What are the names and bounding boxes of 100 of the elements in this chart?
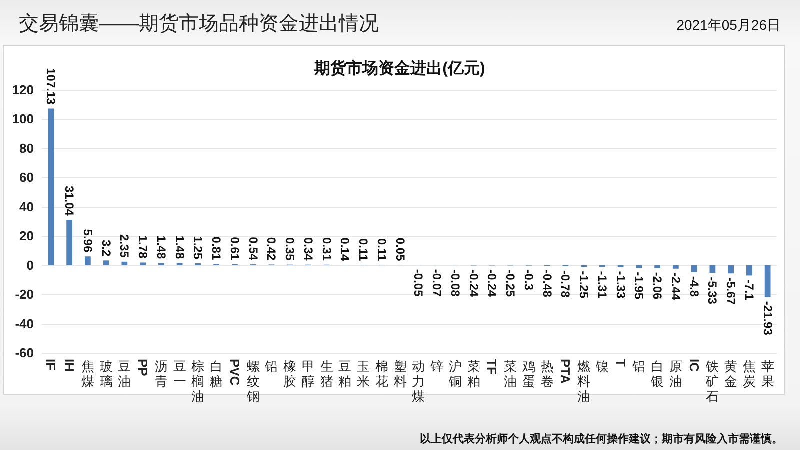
x-tick-label: 锌	[430, 359, 444, 374]
x-tick-label: 玻璃	[100, 359, 113, 389]
x-tick-label: 动力煤	[412, 359, 426, 404]
x-tick-label: T	[613, 359, 628, 367]
bar	[691, 265, 698, 272]
y-tick-label: 60	[20, 170, 34, 186]
y-tick-label: 120	[12, 82, 34, 98]
bar	[103, 260, 110, 266]
y-tick-label: 40	[20, 199, 34, 214]
bar	[710, 265, 716, 274]
data-label: -0.24	[466, 270, 481, 298]
x-tick-label: 镍	[594, 359, 609, 374]
data-label: -1.25	[577, 271, 592, 299]
x-tick-label: 白糖	[210, 359, 224, 389]
x-tick-label: 铝	[632, 359, 646, 374]
bar	[66, 220, 73, 266]
x-tick-label: 豆油	[118, 359, 132, 389]
y-tick-label: -40	[15, 316, 34, 332]
bar	[746, 265, 752, 276]
bar	[85, 256, 91, 266]
x-tick-label: 沪铜	[448, 359, 462, 389]
bar	[764, 265, 771, 298]
bar	[140, 262, 146, 266]
y-tick-label: 0	[26, 258, 34, 273]
x-tick-label: 焦煤	[81, 359, 94, 389]
data-label: 0.05	[393, 238, 408, 262]
data-label: -4.8	[687, 276, 702, 298]
x-tick-label: IF	[44, 359, 59, 371]
chart-title: 交易锦囊——期货市场品种资金进出情况	[19, 13, 379, 35]
data-label: -1.95	[632, 272, 646, 300]
x-tick-label: 生猪	[320, 359, 334, 389]
data-label: -0.24	[485, 270, 500, 298]
data-label: -0.07	[430, 269, 444, 298]
data-label: -7.1	[742, 280, 756, 301]
x-tick-label: 螺纹钢	[246, 359, 260, 404]
data-label: -2.44	[668, 272, 683, 301]
data-label: -5.67	[724, 278, 738, 306]
x-tick-label: 塑料	[394, 359, 407, 389]
data-label: 0.54	[246, 237, 260, 261]
data-label: 0.42	[264, 237, 279, 262]
data-label: 0.31	[320, 238, 334, 262]
data-label: 1.48	[154, 236, 168, 260]
data-label: 5.96	[80, 229, 95, 253]
data-label: -1.31	[595, 271, 610, 299]
x-tick-label: 白银	[650, 359, 664, 389]
x-tick-label: TF	[484, 359, 500, 375]
x-tick-label: 焦炭	[742, 359, 756, 389]
x-tick-label: 豆粕	[338, 359, 352, 389]
data-label: -0.78	[558, 270, 573, 298]
data-label: 0.61	[228, 237, 242, 261]
x-tick-label: 菜油	[504, 359, 518, 389]
data-label: -21.93	[760, 301, 775, 336]
x-tick-label: PVC	[227, 359, 242, 386]
data-label: 1.25	[191, 236, 206, 260]
data-label: 0.35	[283, 237, 298, 262]
x-tick-label: 沥青	[154, 359, 168, 389]
x-tick-label: 苹果	[761, 359, 774, 389]
data-label: 31.04	[62, 186, 77, 216]
bar	[48, 108, 54, 266]
bar	[122, 262, 128, 266]
chart-subtitle: 期货市场资金进出(亿元)	[314, 60, 486, 78]
data-label: 3.2	[99, 240, 114, 257]
x-tick-label: PTA	[558, 359, 574, 385]
x-tick-label: 豆一	[173, 359, 186, 389]
x-tick-label: 燃料油	[578, 359, 591, 404]
bar	[673, 265, 679, 269]
x-tick-label: 玉米	[357, 359, 370, 389]
x-tick-label: 橡胶	[284, 359, 297, 389]
data-label: -0.48	[540, 270, 554, 298]
data-label: 2.35	[118, 234, 132, 258]
data-label: 107.13	[44, 68, 58, 106]
x-tick-label: 菜粕	[467, 359, 480, 389]
x-tick-label: 鸡蛋	[521, 359, 536, 389]
x-tick-label: IC	[686, 359, 702, 373]
x-tick-label: 棕榈油	[192, 359, 205, 404]
bar	[728, 265, 734, 274]
y-tick-label: -60	[15, 346, 34, 360]
data-label: 0.81	[210, 236, 224, 260]
bar	[636, 265, 642, 268]
data-label: -0.08	[448, 269, 462, 298]
x-tick-label: IH	[62, 359, 78, 372]
data-label: 0.34	[301, 237, 316, 262]
data-label: -0.25	[504, 270, 518, 298]
bar	[654, 265, 661, 268]
y-tick-label: 80	[20, 140, 34, 156]
y-tick-label: -20	[15, 287, 34, 302]
x-tick-label: 甲醇	[302, 359, 315, 389]
x-tick-label: 铁矿石	[705, 359, 720, 404]
data-label: 0.11	[356, 238, 371, 262]
data-label: 1.48	[172, 236, 187, 260]
text: 2021年05月26日	[676, 17, 782, 33]
data-label: 1.78	[136, 235, 150, 260]
data-label: 0.14	[338, 238, 352, 262]
data-label: 0.11	[374, 238, 389, 262]
x-tick-label: 铅	[264, 359, 278, 374]
data-label: -5.33	[706, 277, 720, 305]
x-tick-label: PP	[136, 359, 151, 377]
data-label: -1.33	[614, 271, 628, 299]
text: 以上仅代表分析师个人观点不构成任何操作建议；期市有风险入市需谨慎。	[420, 432, 783, 446]
x-tick-label: 黄金	[724, 359, 738, 389]
